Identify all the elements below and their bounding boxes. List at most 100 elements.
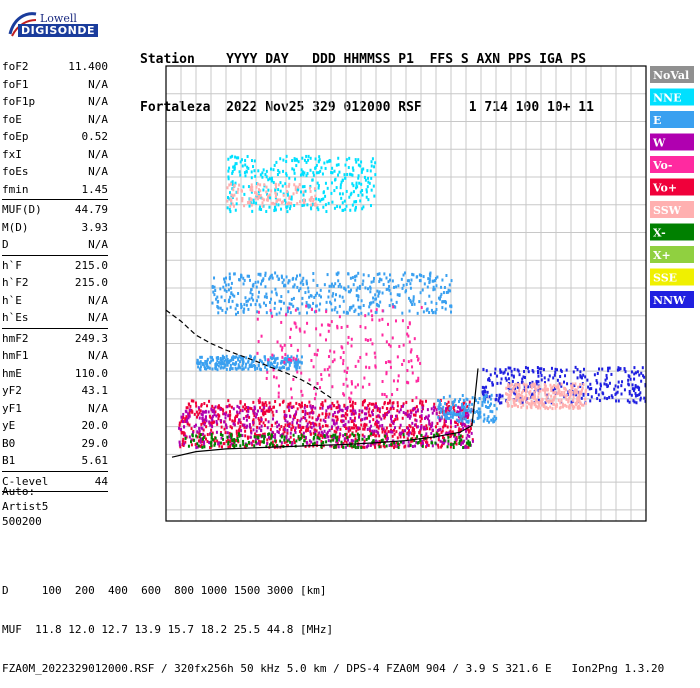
echo-point xyxy=(277,395,280,399)
echo-point xyxy=(373,442,376,446)
echo-point xyxy=(386,407,389,411)
echo-point xyxy=(280,300,283,304)
echo-point xyxy=(469,410,472,414)
echo-point xyxy=(349,409,352,413)
echo-point xyxy=(370,309,373,313)
echo-point xyxy=(332,421,335,425)
param-value: N/A xyxy=(88,95,108,108)
echo-point xyxy=(534,401,537,405)
echo-point xyxy=(297,436,300,440)
echo-point xyxy=(459,397,462,401)
echo-point xyxy=(431,421,434,425)
echo-point xyxy=(182,443,185,447)
echo-point xyxy=(296,421,299,425)
echo-point xyxy=(312,197,315,201)
echo-point xyxy=(584,397,587,401)
echo-point xyxy=(351,182,354,186)
echo-point xyxy=(409,350,412,354)
echo-point xyxy=(201,437,204,441)
echo-point xyxy=(225,289,228,293)
echo-point xyxy=(213,406,216,410)
echo-point xyxy=(446,425,449,429)
echo-point xyxy=(260,207,263,211)
echo-point xyxy=(319,406,322,410)
echo-point xyxy=(402,343,405,347)
echo-point xyxy=(395,441,398,445)
echo-point xyxy=(409,425,412,429)
echo-point xyxy=(239,401,242,405)
echo-point xyxy=(491,381,494,385)
echo-point xyxy=(605,383,608,387)
param-label: foF1p xyxy=(2,95,36,108)
echo-point xyxy=(280,275,283,279)
echo-point xyxy=(243,171,246,175)
echo-point xyxy=(248,363,251,367)
echo-point xyxy=(286,439,289,443)
echo-point xyxy=(406,413,409,417)
echo-point xyxy=(208,420,211,424)
echo-point xyxy=(419,291,422,295)
echo-point xyxy=(371,157,374,161)
echo-point xyxy=(569,393,572,397)
echo-point xyxy=(516,385,519,389)
echo-point xyxy=(213,410,216,414)
echo-point xyxy=(375,415,378,419)
echo-point xyxy=(279,157,282,161)
echo-point xyxy=(231,194,234,198)
echo-point xyxy=(250,288,253,292)
echo-point xyxy=(556,378,559,382)
echo-point xyxy=(353,275,356,279)
echo-point xyxy=(250,203,253,207)
echo-point xyxy=(607,369,610,373)
echo-point xyxy=(247,185,250,189)
echo-point xyxy=(403,445,406,449)
echo-point xyxy=(313,428,316,432)
echo-point xyxy=(524,397,527,401)
echo-point xyxy=(447,439,450,443)
echo-point xyxy=(304,413,307,417)
echo-point xyxy=(528,392,531,396)
echo-point xyxy=(301,425,304,429)
echo-point xyxy=(437,435,440,439)
echo-point xyxy=(371,430,374,434)
echo-point xyxy=(357,312,360,316)
echo-point xyxy=(478,407,481,411)
legend-label: SSW xyxy=(653,204,682,217)
echo-point xyxy=(487,400,490,404)
echo-point xyxy=(369,290,372,294)
echo-point xyxy=(294,365,297,369)
echo-point xyxy=(387,280,390,284)
echo-point xyxy=(524,390,527,394)
echo-point xyxy=(428,277,431,281)
echo-point xyxy=(309,404,312,408)
echo-point xyxy=(273,208,276,212)
echo-point xyxy=(590,395,593,399)
echo-point xyxy=(402,435,405,439)
echo-point xyxy=(331,401,334,405)
echo-point xyxy=(200,403,203,407)
echo-point xyxy=(226,435,229,439)
echo-point xyxy=(291,423,294,427)
echo-point xyxy=(223,356,226,360)
echo-point xyxy=(482,393,485,397)
echo-point xyxy=(357,271,360,275)
echo-point xyxy=(420,433,423,437)
echo-point xyxy=(349,172,352,176)
echo-point xyxy=(557,383,560,387)
echo-point xyxy=(194,423,197,427)
echo-point xyxy=(467,428,470,432)
echo-point xyxy=(343,199,346,203)
echo-point xyxy=(447,442,450,446)
echo-point xyxy=(232,204,235,208)
echo-point xyxy=(309,294,312,298)
echo-point xyxy=(358,413,361,417)
param-row: h`E N/A xyxy=(2,292,108,310)
echo-point xyxy=(429,271,432,275)
echo-point xyxy=(523,370,526,374)
echo-point xyxy=(233,420,236,424)
echo-point xyxy=(517,369,520,373)
echo-point xyxy=(436,429,439,433)
echo-point xyxy=(287,279,290,283)
echo-point xyxy=(183,442,186,446)
echo-point xyxy=(202,432,205,436)
